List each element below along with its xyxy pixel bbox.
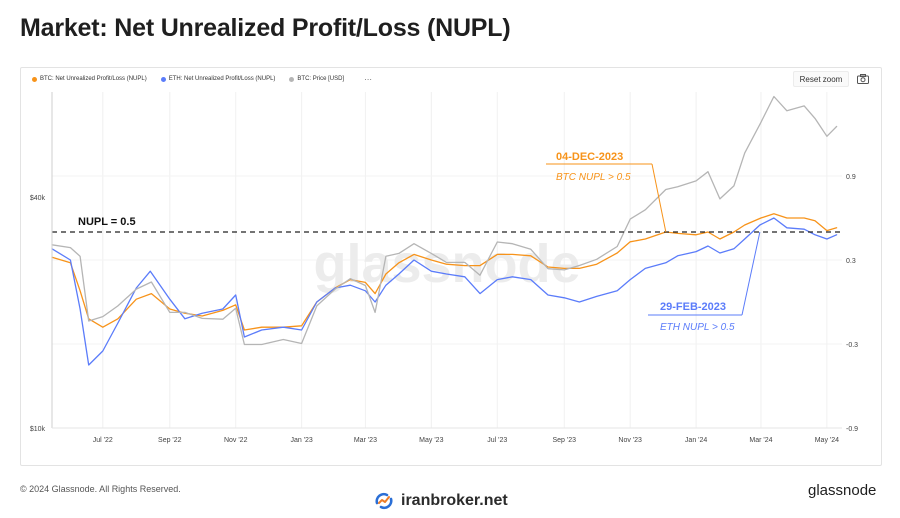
- x-tick-label: Mar '24: [749, 437, 772, 444]
- x-tick-label: May '23: [419, 437, 443, 444]
- legend-label-btc-price: BTC: Price [USD]: [297, 76, 345, 82]
- legend-label-eth-nupl: ETH: Net Unrealized Profit/Loss (NUPL): [168, 76, 276, 82]
- iranbroker-logo-icon: [375, 492, 393, 510]
- x-tick-label: Jan '24: [685, 437, 707, 444]
- annotation-layer: 04-DEC-2023 BTC NUPL > 0.5 29-FEB-2023 ETH …: [546, 151, 761, 333]
- reference-line-label: NUPL = 0.5: [78, 216, 136, 228]
- x-tick-label: Sep '22: [158, 437, 182, 444]
- brand-logo: glassnode: [808, 482, 877, 499]
- legend-label-btc-nupl: BTC: Net Unrealized Profit/Loss (NUPL): [40, 76, 147, 82]
- x-tick-label: Jul '22: [93, 437, 113, 444]
- legend-item-eth-nupl[interactable]: ETH: Net Unrealized Profit/Loss (NUPL): [160, 76, 276, 82]
- annotation-eth-text: ETH NUPL > 0.5: [660, 322, 735, 333]
- y-right-tick-label: 0.3: [846, 258, 856, 265]
- reference-layer: NUPL = 0.5: [52, 216, 842, 233]
- y-right-tick-label: -0.3: [846, 342, 858, 349]
- x-tick-label: May '24: [815, 437, 839, 444]
- legend-item-btc-nupl[interactable]: BTC: Net Unrealized Profit/Loss (NUPL): [32, 76, 147, 82]
- reset-zoom-button[interactable]: Reset zoom: [793, 71, 849, 87]
- watermark-brand: iranbroker.net: [373, 491, 508, 511]
- annotation-btc-date: 04-DEC-2023: [556, 151, 623, 163]
- x-tick-label: Nov '22: [224, 437, 248, 444]
- series-layer: [51, 95, 838, 366]
- axes-layer: Jul '22 Sep '22 Nov '22 Jan '23 Mar '23 May '…: [30, 92, 858, 444]
- series-btc-price-line: [51, 95, 838, 346]
- annotation-eth-date: 29-FEB-2023: [660, 301, 726, 313]
- y-left-tick-label: $40k: [30, 195, 46, 202]
- watermark-text: iranbroker.net: [401, 492, 508, 509]
- legend-more-icon[interactable]: ···: [364, 74, 373, 84]
- camera-icon[interactable]: [856, 72, 870, 86]
- annotation-btc-text: BTC NUPL > 0.5: [556, 172, 631, 183]
- x-tick-label: Nov '23: [618, 437, 642, 444]
- copyright-text: © 2024 Glassnode. All Rights Reserved.: [20, 484, 181, 494]
- legend-item-btc-price[interactable]: BTC: Price [USD]: [289, 76, 344, 82]
- y-right-tick-label: 0.9: [846, 174, 856, 181]
- x-tick-label: Jul '23: [487, 437, 507, 444]
- x-tick-label: Sep '23: [552, 437, 576, 444]
- page-title: Market: Net Unrealized Profit/Loss (NUPL…: [20, 14, 511, 42]
- chart-legend: BTC: Net Unrealized Profit/Loss (NUPL) E…: [32, 73, 372, 85]
- x-tick-label: Jan '23: [290, 437, 312, 444]
- annotation-btc-leader: [651, 163, 667, 233]
- legend-dot-btc-price: [289, 76, 295, 82]
- x-tick-label: Mar '23: [354, 437, 377, 444]
- y-right-tick-label: -0.9: [846, 426, 858, 433]
- camera-icon-glyph: [857, 74, 869, 84]
- annotation-eth-leader: [741, 231, 761, 316]
- legend-dot-btc-nupl: [32, 76, 37, 82]
- legend-dot-eth-nupl: [160, 76, 166, 82]
- y-left-tick-label: $10k: [30, 426, 46, 433]
- chart-panel: [20, 67, 882, 466]
